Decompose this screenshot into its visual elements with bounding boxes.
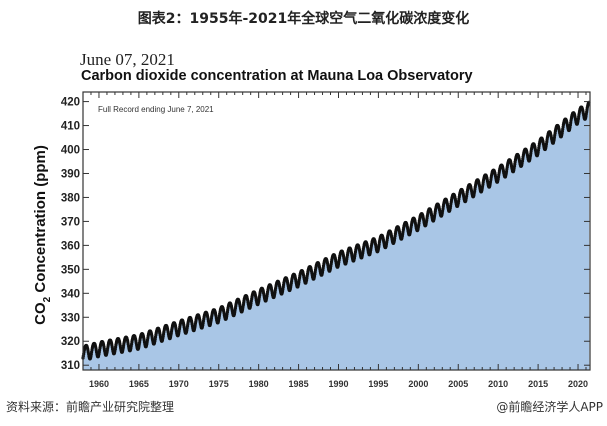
y-tick-label: 360	[61, 240, 80, 252]
co2-chart: 310 320 330 340 350 360 370 380 390 400 410 420 1960…	[32, 91, 591, 389]
x-tick-label: 1960	[89, 379, 109, 389]
y-tick-label: 330	[61, 312, 80, 324]
x-tick-label: 1975	[209, 379, 229, 389]
x-tick-label: 1995	[368, 379, 388, 389]
co2-area	[83, 102, 590, 371]
plot-frame	[82, 91, 591, 371]
x-tick-label: 1970	[169, 379, 189, 389]
y-tick-label: 370	[61, 216, 80, 228]
y-tick-label: 420	[61, 97, 80, 109]
y-tick-label: 380	[61, 192, 80, 204]
source-note: 资料来源：前瞻产业研究院整理	[6, 400, 175, 414]
x-tick-label: 1990	[328, 379, 348, 389]
x-tick-label: 2015	[528, 379, 548, 389]
x-tick-label: 2010	[488, 379, 508, 389]
x-tick-label: 2005	[448, 379, 468, 389]
figure-title: 图表2：1955年-2021年全球空气二氧化碳浓度变化	[137, 11, 470, 27]
x-tick-label: 1980	[249, 379, 269, 389]
y-tick-label: 320	[61, 336, 80, 348]
chart-date: June 07, 2021	[80, 50, 175, 69]
credit-note: @前瞻经济学人APP	[496, 400, 603, 414]
y-axis-label: CO2 Concentration (ppm)	[32, 145, 53, 325]
chart-annotation: Full Record ending June 7, 2021	[98, 105, 214, 114]
chart-title: Carbon dioxide concentration at Mauna Lo…	[81, 68, 473, 84]
y-tick-label: 390	[61, 168, 80, 180]
y-tick-label: 340	[61, 288, 80, 300]
x-tick-label: 2020	[568, 379, 588, 389]
x-tick-label: 2000	[408, 379, 428, 389]
y-tick-label: 410	[61, 121, 80, 133]
y-tick-label: 400	[61, 145, 80, 157]
x-tick-label: 1965	[129, 379, 149, 389]
x-tick-label: 1985	[289, 379, 309, 389]
y-tick-label: 310	[61, 360, 80, 372]
y-tick-label: 350	[61, 264, 80, 276]
